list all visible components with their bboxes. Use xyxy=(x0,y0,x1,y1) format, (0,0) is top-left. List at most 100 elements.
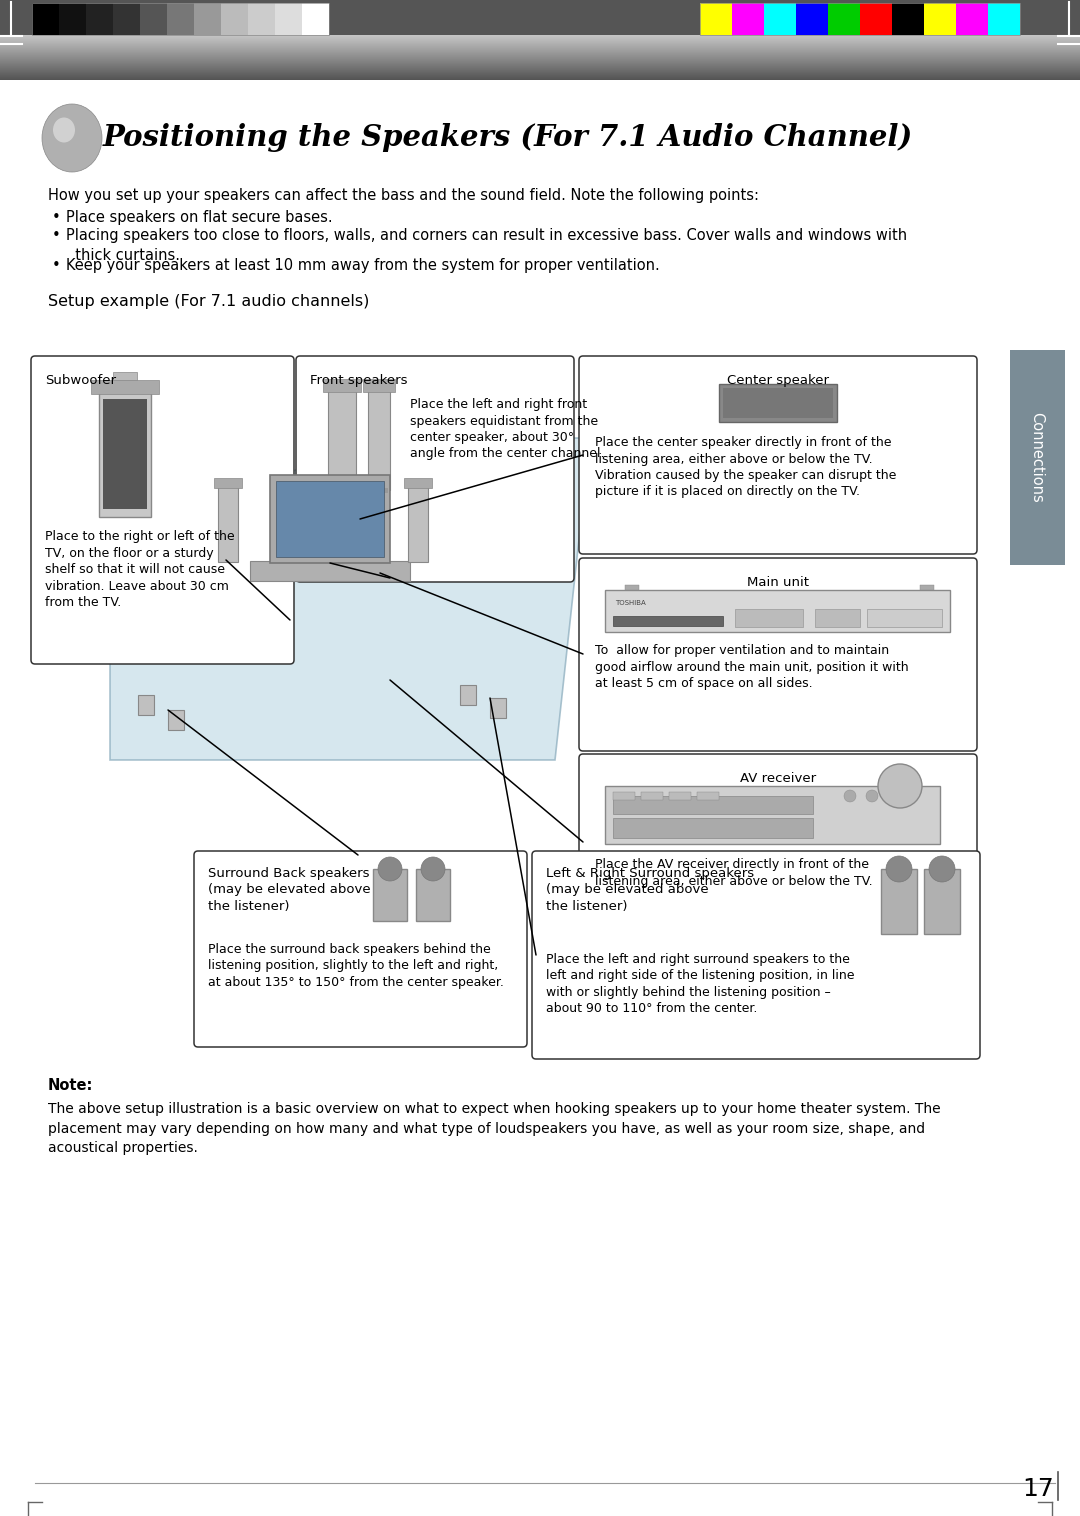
Bar xyxy=(490,697,507,719)
Bar xyxy=(815,609,860,628)
Text: AV receiver: AV receiver xyxy=(740,772,816,785)
Circle shape xyxy=(878,764,922,808)
Bar xyxy=(86,3,113,35)
Text: Place the AV receiver directly in front of the
listening area, either above or b: Place the AV receiver directly in front … xyxy=(595,858,873,887)
Bar xyxy=(103,399,147,509)
Text: Subwoofer: Subwoofer xyxy=(45,374,116,387)
Bar xyxy=(735,609,804,628)
Text: Center speaker: Center speaker xyxy=(727,374,829,387)
Text: •: • xyxy=(52,258,60,273)
Bar xyxy=(32,3,329,35)
Bar xyxy=(460,685,476,705)
Bar xyxy=(330,497,354,503)
Bar xyxy=(924,869,960,934)
Bar xyxy=(723,388,833,418)
Bar xyxy=(221,3,248,35)
Bar xyxy=(168,709,184,731)
Circle shape xyxy=(843,790,856,802)
Circle shape xyxy=(886,857,912,882)
Text: Left & Right Surround speakers
(may be elevated above
the listener): Left & Right Surround speakers (may be e… xyxy=(546,867,754,913)
Bar xyxy=(368,382,390,490)
Ellipse shape xyxy=(42,105,102,171)
Bar xyxy=(194,3,221,35)
Polygon shape xyxy=(110,438,590,760)
Bar xyxy=(605,785,940,844)
Bar xyxy=(920,585,934,590)
Bar xyxy=(669,791,691,800)
Bar xyxy=(373,869,407,922)
Bar xyxy=(828,3,860,35)
Ellipse shape xyxy=(53,118,75,143)
Text: The above setup illustration is a basic overview on what to expect when hooking : The above setup illustration is a basic … xyxy=(48,1102,941,1155)
Bar xyxy=(796,3,828,35)
FancyBboxPatch shape xyxy=(579,356,977,553)
Text: How you set up your speakers can affect the bass and the sound field. Note the f: How you set up your speakers can affect … xyxy=(48,188,759,203)
Bar xyxy=(605,590,950,632)
Bar xyxy=(625,585,639,590)
Circle shape xyxy=(929,857,955,882)
Text: Main unit: Main unit xyxy=(747,576,809,590)
Bar xyxy=(881,869,917,934)
Bar xyxy=(642,791,663,800)
Bar xyxy=(138,694,154,716)
Circle shape xyxy=(866,790,878,802)
Bar xyxy=(370,488,388,493)
Bar xyxy=(988,3,1020,35)
FancyBboxPatch shape xyxy=(31,356,294,664)
Text: Place the center speaker directly in front of the
listening area, either above o: Place the center speaker directly in fro… xyxy=(595,437,896,499)
Bar xyxy=(1010,350,1065,565)
Bar xyxy=(697,791,719,800)
Bar xyxy=(613,819,813,838)
Text: Placing speakers too close to floors, walls, and corners can result in excessive: Placing speakers too close to floors, wa… xyxy=(66,227,907,264)
Bar xyxy=(249,561,410,581)
Bar xyxy=(248,3,275,35)
Bar xyxy=(892,3,924,35)
Bar xyxy=(275,3,302,35)
Bar xyxy=(764,3,796,35)
Text: Place the surround back speakers behind the
listening position, slightly to the : Place the surround back speakers behind … xyxy=(208,943,504,988)
Text: Setup example (For 7.1 audio channels): Setup example (For 7.1 audio channels) xyxy=(48,294,369,309)
Bar xyxy=(613,796,813,814)
Bar xyxy=(732,3,764,35)
Text: Connections: Connections xyxy=(1029,412,1044,502)
Bar xyxy=(867,609,942,628)
Circle shape xyxy=(378,857,402,881)
Bar xyxy=(113,3,140,35)
Text: Keep your speakers at least 10 mm away from the system for proper ventilation.: Keep your speakers at least 10 mm away f… xyxy=(66,258,660,273)
Bar xyxy=(404,478,432,488)
FancyBboxPatch shape xyxy=(532,850,980,1060)
Bar xyxy=(956,3,988,35)
FancyBboxPatch shape xyxy=(579,558,977,750)
Bar xyxy=(91,381,159,394)
Text: To  allow for proper ventilation and to maintain
good airflow around the main un: To allow for proper ventilation and to m… xyxy=(595,644,908,690)
Bar xyxy=(167,3,194,35)
Bar xyxy=(99,382,151,517)
Bar xyxy=(924,3,956,35)
Text: Place speakers on flat secure bases.: Place speakers on flat secure bases. xyxy=(66,211,333,224)
Bar xyxy=(408,481,428,562)
Text: Place to the right or left of the
TV, on the floor or a sturdy
shelf so that it : Place to the right or left of the TV, on… xyxy=(45,531,234,609)
Text: Place the left and right front
speakers equidistant from the
center speaker, abo: Place the left and right front speakers … xyxy=(410,399,605,461)
FancyBboxPatch shape xyxy=(296,356,573,582)
Bar xyxy=(140,3,167,35)
Bar xyxy=(860,3,892,35)
Circle shape xyxy=(421,857,445,881)
Text: •: • xyxy=(52,227,60,243)
Bar xyxy=(328,382,356,500)
Bar xyxy=(59,3,86,35)
Bar xyxy=(700,3,732,35)
Bar xyxy=(613,791,635,800)
Bar xyxy=(700,3,1020,35)
Bar xyxy=(613,615,723,626)
Text: Surround Back speakers
(may be elevated above
the listener): Surround Back speakers (may be elevated … xyxy=(208,867,370,913)
FancyBboxPatch shape xyxy=(194,850,527,1048)
Bar xyxy=(276,481,384,556)
Bar xyxy=(363,379,395,393)
Bar xyxy=(323,379,361,393)
Bar xyxy=(302,3,329,35)
Text: Place the left and right surround speakers to the
left and right side of the lis: Place the left and right surround speake… xyxy=(546,954,854,1016)
Text: Positioning the Speakers (For 7.1 Audio Channel): Positioning the Speakers (For 7.1 Audio … xyxy=(103,123,914,153)
Bar xyxy=(218,481,238,562)
Bar xyxy=(270,475,390,562)
Bar xyxy=(113,371,137,381)
